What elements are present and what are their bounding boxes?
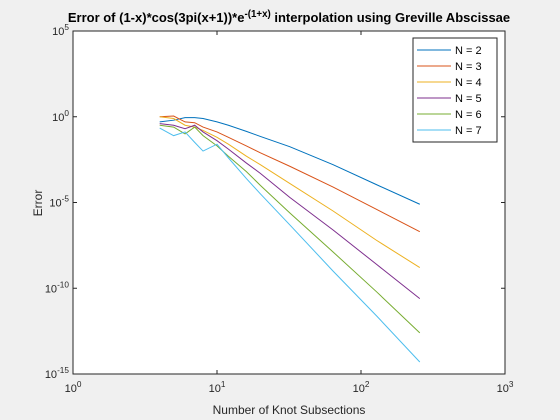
legend-box: [412, 37, 498, 143]
series-line: [159, 124, 421, 334]
legend-label: N = 2: [455, 45, 482, 57]
y-axis-label: Error: [31, 190, 45, 217]
legend-label: N = 5: [455, 93, 482, 105]
legend-label: N = 4: [455, 77, 482, 89]
x-tick-label: 100: [65, 380, 82, 395]
legend-label: N = 3: [455, 61, 482, 73]
y-tick-label: 10-10: [45, 280, 70, 295]
series-line: [159, 123, 421, 299]
series-line: [159, 116, 421, 269]
y-tick-label: 105: [52, 23, 69, 38]
axes-box: [72, 30, 506, 375]
y-tick-label: 10-15: [45, 366, 70, 381]
y-tick-label: 100: [52, 109, 69, 124]
legend-label: N = 6: [455, 109, 482, 121]
x-tick-label: 103: [497, 380, 514, 395]
x-axis-label: Number of Knot Subsections: [213, 403, 366, 417]
x-tick-label: 102: [353, 380, 370, 395]
x-tick-label: 101: [209, 380, 226, 395]
series-line: [159, 117, 420, 205]
series-line: [159, 127, 421, 363]
chart-title: Error of (1-x)*cos(3pi(x+1))*e-(1+x) int…: [68, 9, 510, 25]
series-line: [159, 115, 421, 233]
legend-label: N = 7: [455, 125, 482, 137]
y-tick-label: 10-5: [49, 195, 69, 210]
